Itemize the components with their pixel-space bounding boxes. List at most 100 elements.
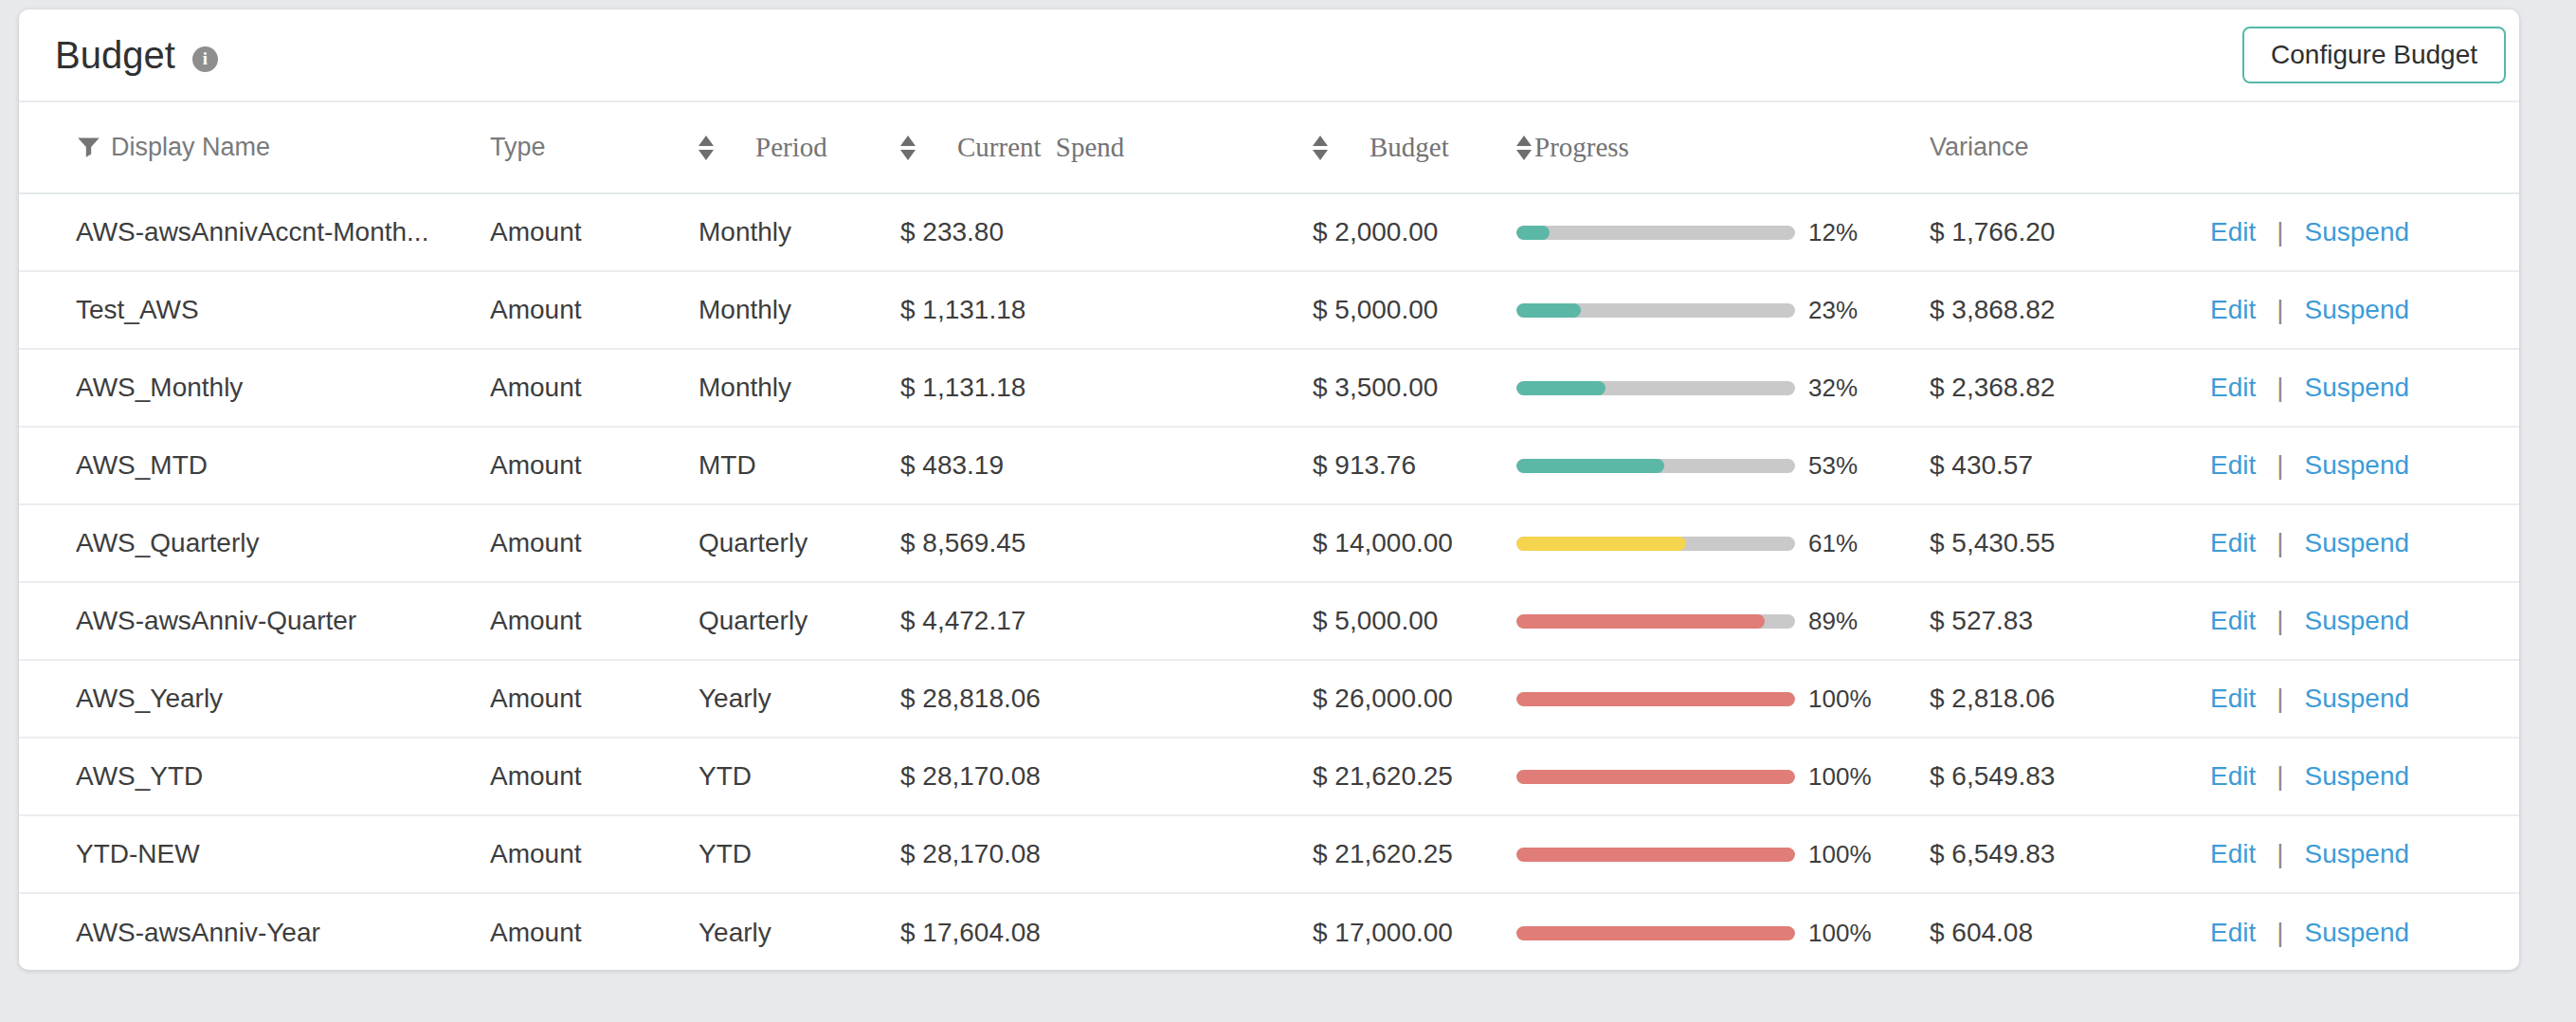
table-row: YTD-NEW Amount YTD $ 28,170.08 $ 21,620.… — [19, 816, 2519, 894]
cell-current-spend: $ 1,131.18 — [900, 295, 1313, 325]
cell-period: Monthly — [698, 295, 900, 325]
progress-percent: 100% — [1808, 762, 1872, 792]
suspend-link[interactable]: Suspend — [2305, 528, 2410, 558]
cell-variance: $ 430.57 — [1930, 450, 2210, 481]
progress-fill — [1516, 926, 1795, 940]
cell-budget: $ 5,000.00 — [1313, 606, 1516, 636]
progress-percent: 32% — [1808, 374, 1858, 403]
cell-variance: $ 1,766.20 — [1930, 217, 2210, 247]
info-icon[interactable]: i — [192, 46, 218, 72]
progress-bar — [1516, 537, 1795, 551]
sort-arrows-icon[interactable] — [1313, 136, 1328, 160]
cell-period: Monthly — [698, 373, 900, 403]
suspend-link[interactable]: Suspend — [2305, 839, 2410, 869]
table-row: AWS_Yearly Amount Yearly $ 28,818.06 $ 2… — [19, 661, 2519, 739]
cell-budget: $ 21,620.25 — [1313, 839, 1516, 869]
cell-display-name: AWS_Monthly — [76, 373, 490, 403]
table-row: AWS-awsAnniv-Quarter Amount Quarterly $ … — [19, 583, 2519, 661]
column-header-display-name[interactable]: Display Name — [76, 133, 490, 162]
filter-icon[interactable] — [76, 135, 101, 160]
table-row: AWS-awsAnniv-Year Amount Yearly $ 17,604… — [19, 894, 2519, 972]
sort-arrows-icon[interactable] — [698, 136, 714, 160]
page: { "card": { "title": "Budget", "info_gly… — [0, 0, 2576, 1022]
cell-budget: $ 17,000.00 — [1313, 918, 1516, 948]
cell-period: YTD — [698, 839, 900, 869]
cell-display-name: AWS-awsAnnivAccnt-Month... — [76, 217, 490, 247]
cell-period: Yearly — [698, 918, 900, 948]
column-header-budget[interactable]: Budget — [1313, 132, 1516, 163]
progress-fill — [1516, 848, 1795, 862]
cell-progress: 53% — [1516, 451, 1930, 481]
progress-bar — [1516, 692, 1795, 706]
edit-link[interactable]: Edit — [2210, 295, 2256, 325]
cell-variance: $ 6,549.83 — [1930, 839, 2210, 869]
progress-fill — [1516, 614, 1765, 629]
card-header: Budget i Configure Budget — [19, 9, 2519, 102]
cell-type: Amount — [490, 918, 698, 948]
cell-display-name: AWS_YTD — [76, 761, 490, 792]
edit-link[interactable]: Edit — [2210, 839, 2256, 869]
cell-progress: 100% — [1516, 840, 1930, 869]
suspend-link[interactable]: Suspend — [2305, 450, 2410, 481]
cell-current-spend: $ 17,604.08 — [900, 918, 1313, 948]
cell-budget: $ 2,000.00 — [1313, 217, 1516, 247]
edit-link[interactable]: Edit — [2210, 684, 2256, 714]
cell-type: Amount — [490, 450, 698, 481]
cell-progress: 23% — [1516, 296, 1930, 325]
cell-actions: Edit | Suspend — [2210, 373, 2481, 403]
sort-arrows-icon[interactable] — [1516, 136, 1532, 160]
suspend-link[interactable]: Suspend — [2305, 373, 2410, 403]
progress-percent: 89% — [1808, 607, 1858, 636]
edit-link[interactable]: Edit — [2210, 217, 2256, 247]
cell-actions: Edit | Suspend — [2210, 761, 2481, 792]
column-header-progress[interactable]: Progress — [1516, 132, 1930, 163]
cell-progress: 12% — [1516, 218, 1930, 247]
action-separator: | — [2277, 528, 2283, 558]
action-separator: | — [2277, 684, 2283, 714]
cell-progress: 61% — [1516, 529, 1930, 558]
edit-link[interactable]: Edit — [2210, 528, 2256, 558]
suspend-link[interactable]: Suspend — [2305, 761, 2410, 792]
column-header-type: Type — [490, 133, 698, 162]
cell-display-name: YTD-NEW — [76, 839, 490, 869]
edit-link[interactable]: Edit — [2210, 606, 2256, 636]
cell-display-name: AWS-awsAnniv-Year — [76, 918, 490, 948]
cell-type: Amount — [490, 761, 698, 792]
edit-link[interactable]: Edit — [2210, 918, 2256, 948]
cell-period: Monthly — [698, 217, 900, 247]
configure-budget-button[interactable]: Configure Budget — [2242, 27, 2506, 83]
cell-actions: Edit | Suspend — [2210, 606, 2481, 636]
column-header-period[interactable]: Period — [698, 132, 900, 163]
column-header-current-spend[interactable]: Current Spend — [900, 132, 1313, 163]
cell-current-spend: $ 233.80 — [900, 217, 1313, 247]
column-label: Variance — [1930, 133, 2029, 162]
cell-type: Amount — [490, 839, 698, 869]
cell-type: Amount — [490, 373, 698, 403]
cell-actions: Edit | Suspend — [2210, 295, 2481, 325]
edit-link[interactable]: Edit — [2210, 373, 2256, 403]
progress-fill — [1516, 692, 1795, 706]
progress-bar — [1516, 381, 1795, 395]
cell-current-spend: $ 4,472.17 — [900, 606, 1313, 636]
sort-arrows-icon[interactable] — [900, 136, 916, 160]
suspend-link[interactable]: Suspend — [2305, 295, 2410, 325]
cell-display-name: AWS_MTD — [76, 450, 490, 481]
cell-type: Amount — [490, 217, 698, 247]
action-separator: | — [2277, 217, 2283, 247]
suspend-link[interactable]: Suspend — [2305, 217, 2410, 247]
cell-period: YTD — [698, 761, 900, 792]
action-separator: | — [2277, 295, 2283, 325]
cell-actions: Edit | Suspend — [2210, 450, 2481, 481]
suspend-link[interactable]: Suspend — [2305, 606, 2410, 636]
suspend-link[interactable]: Suspend — [2305, 918, 2410, 948]
cell-display-name: AWS_Quarterly — [76, 528, 490, 558]
edit-link[interactable]: Edit — [2210, 761, 2256, 792]
suspend-link[interactable]: Suspend — [2305, 684, 2410, 714]
column-label: Display Name — [111, 133, 270, 162]
edit-link[interactable]: Edit — [2210, 450, 2256, 481]
progress-percent: 100% — [1808, 919, 1872, 948]
cell-period: MTD — [698, 450, 900, 481]
table-row: AWS_Quarterly Amount Quarterly $ 8,569.4… — [19, 505, 2519, 583]
progress-fill — [1516, 770, 1795, 784]
column-label: Type — [490, 133, 546, 162]
